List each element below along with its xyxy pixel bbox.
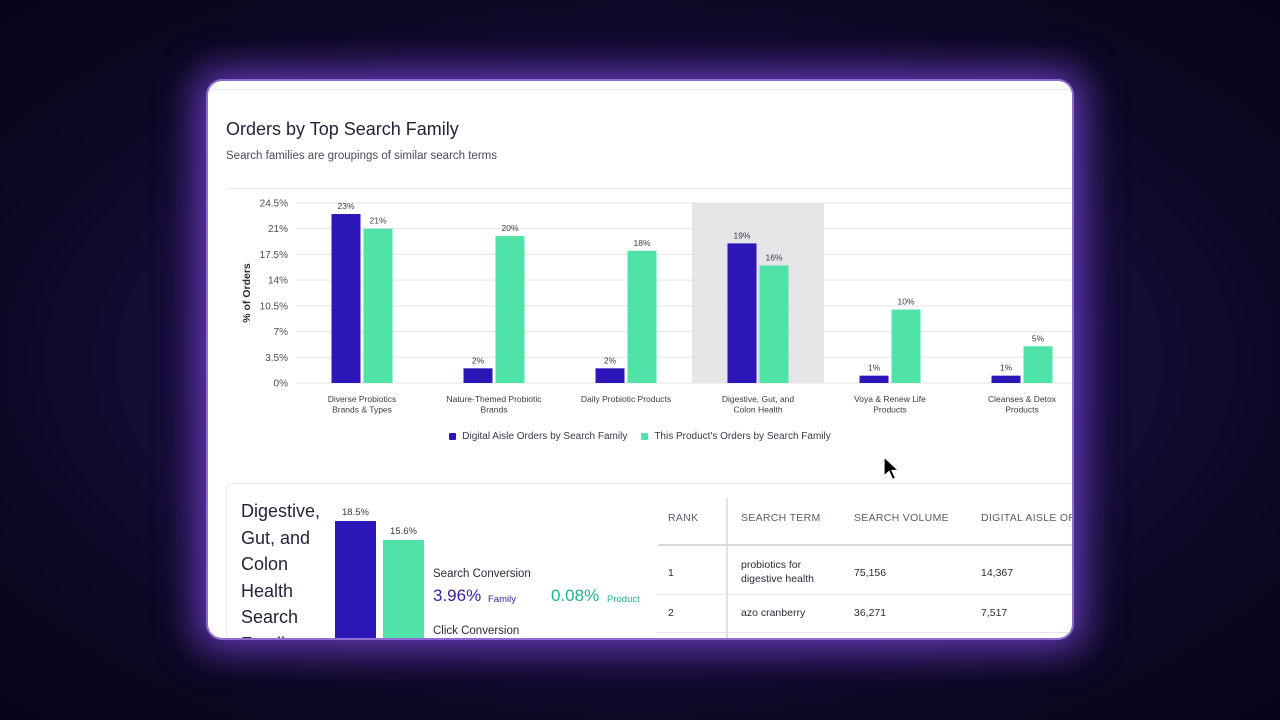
search-terms-table: RANK SEARCH TERM SEARCH VOLUME DIGITAL A… [658, 484, 1072, 638]
bar-series-1 [859, 375, 889, 383]
legend-label-digital-aisle: Digital Aisle Orders by Search Family [462, 431, 628, 442]
detail-title-line: Digestive, [241, 501, 321, 521]
header-search-term[interactable]: SEARCH TERM [741, 512, 821, 524]
y-tick-label: 14% [268, 276, 288, 287]
row-digital-aisle-orders: 7,517 [981, 607, 1008, 619]
bar-series-2 [759, 265, 789, 383]
detail-mini-bar [335, 521, 376, 638]
detail-title-line: Search [241, 607, 299, 627]
detail-mini-bar-label: 18.5% [342, 507, 369, 518]
y-tick-label: 21% [268, 224, 288, 235]
page-title: Orders by Top Search Family [226, 119, 459, 139]
bar-data-label: 1% [1000, 363, 1013, 373]
table-header-divider [658, 544, 1072, 546]
detail-title-line: Colon [241, 554, 289, 574]
row-search-term: azo cranberry [741, 607, 806, 619]
y-tick-label: 7% [274, 327, 289, 338]
top-divider [208, 89, 1072, 90]
x-tick-label: Colon Health [733, 405, 782, 415]
detail-mini-bar [383, 539, 424, 638]
bar-data-label: 20% [501, 223, 518, 233]
table-column-divider [726, 498, 728, 638]
y-tick-label: 0% [274, 379, 289, 390]
search-product-unit: Product [607, 594, 640, 605]
bar-data-label: 2% [472, 355, 485, 365]
row-divider [658, 594, 1072, 595]
bar-series-1 [331, 214, 361, 383]
row-digital-aisle-orders: 14,367 [981, 567, 1014, 579]
x-tick-label: Daily Probiotic Products [581, 394, 671, 404]
bar-series-1 [463, 368, 493, 383]
x-tick-label: Brands [481, 405, 508, 415]
y-axis-label: % of Orders [241, 263, 253, 323]
x-tick-label: Voya & Renew Life [854, 394, 926, 404]
detail-title-line: Gut, and [241, 527, 311, 548]
search-conversion-label: Search Conversion [433, 568, 531, 580]
legend-item-this-product[interactable]: This Product's Orders by Search Family [641, 431, 831, 442]
bar-data-label: 16% [765, 252, 782, 262]
x-tick-label: Cleanses & Detox [988, 394, 1057, 404]
mouse-cursor-icon [883, 456, 901, 481]
bar-series-2 [1023, 346, 1053, 383]
legend-swatch-digital-aisle [449, 433, 457, 440]
y-tick-label: 3.5% [265, 353, 288, 364]
bar-series-2 [495, 236, 525, 383]
search-product-value: 0.08% [551, 586, 600, 605]
x-tick-label: Diverse Probiotics [328, 394, 397, 404]
chart-legend: Digital Aisle Orders by Search Family Th… [208, 431, 1072, 442]
bar-series-1 [727, 243, 757, 383]
row-search-term: probiotics for digestive health [741, 558, 814, 586]
legend-item-digital-aisle[interactable]: Digital Aisle Orders by Search Family [449, 431, 627, 442]
report-card: Orders by Top Search Family Search famil… [208, 81, 1072, 638]
page-subtitle: Search families are groupings of similar… [226, 150, 497, 162]
bar-data-label: 23% [337, 201, 354, 211]
click-conversion-label: Click Conversion [433, 625, 520, 637]
x-tick-label: Digestive, Gut, and [722, 394, 795, 404]
row-search-volume: 36,271 [854, 607, 887, 619]
detail-mini-bar-label: 15.6% [390, 525, 417, 537]
x-tick-label: Nature-Themed Probiotic [447, 394, 543, 404]
x-tick-label: Products [873, 405, 907, 415]
header-digital-aisle-orders[interactable]: DIGITAL AISLE ORDERS [981, 512, 1072, 524]
bar-series-2 [627, 250, 657, 383]
row-search-term-line: probiotics for [741, 559, 802, 571]
y-tick-label: 10.5% [260, 301, 288, 312]
orders-bar-chart: 24.5% 21% 17.5% 14% 10.5% 7% 3.5% 0% % of Orders… [241, 199, 1072, 415]
section-divider [226, 188, 1072, 189]
legend-label-this-product: This Product's Orders by Search Family [654, 431, 831, 442]
x-tick-label: Brands & Types [332, 405, 392, 415]
bar-data-label: 10% [897, 297, 914, 307]
y-tick-label: 17.5% [260, 250, 288, 261]
bar-series-2 [363, 228, 393, 383]
detail-title: Digestive, Gut, and Colon Health Search Famil… [241, 498, 331, 638]
y-tick-label: 24.5% [260, 199, 288, 210]
bar-series-2 [891, 309, 921, 383]
bar-series-1 [595, 368, 625, 383]
row-rank: 2 [668, 607, 674, 619]
bar-series-1 [991, 375, 1021, 383]
header-rank[interactable]: RANK [668, 512, 699, 524]
bar-data-label: 1% [868, 363, 881, 373]
search-family-unit: Family [488, 594, 516, 605]
row-search-term-line: digestive health [741, 573, 814, 585]
bar-data-label: 21% [369, 216, 386, 226]
bar-data-label: 19% [733, 230, 750, 240]
bar-data-label: 5% [1032, 333, 1045, 343]
row-rank: 1 [668, 567, 674, 579]
bar-data-label: 2% [604, 355, 617, 365]
header-search-volume[interactable]: SEARCH VOLUME [854, 512, 949, 524]
search-family-value: 3.96% [433, 586, 482, 605]
detail-title-line: Health [241, 580, 294, 601]
x-tick-label: Products [1005, 405, 1039, 415]
detail-title-line: Family [241, 631, 331, 639]
row-divider [658, 632, 1072, 633]
legend-swatch-this-product [641, 433, 649, 440]
search-family-detail-panel: Digestive, Gut, and Colon Health Search Famil… [226, 483, 1072, 638]
bar-data-label: 18% [633, 238, 650, 248]
highlight-band [692, 203, 824, 383]
row-search-volume: 75,156 [854, 567, 887, 579]
